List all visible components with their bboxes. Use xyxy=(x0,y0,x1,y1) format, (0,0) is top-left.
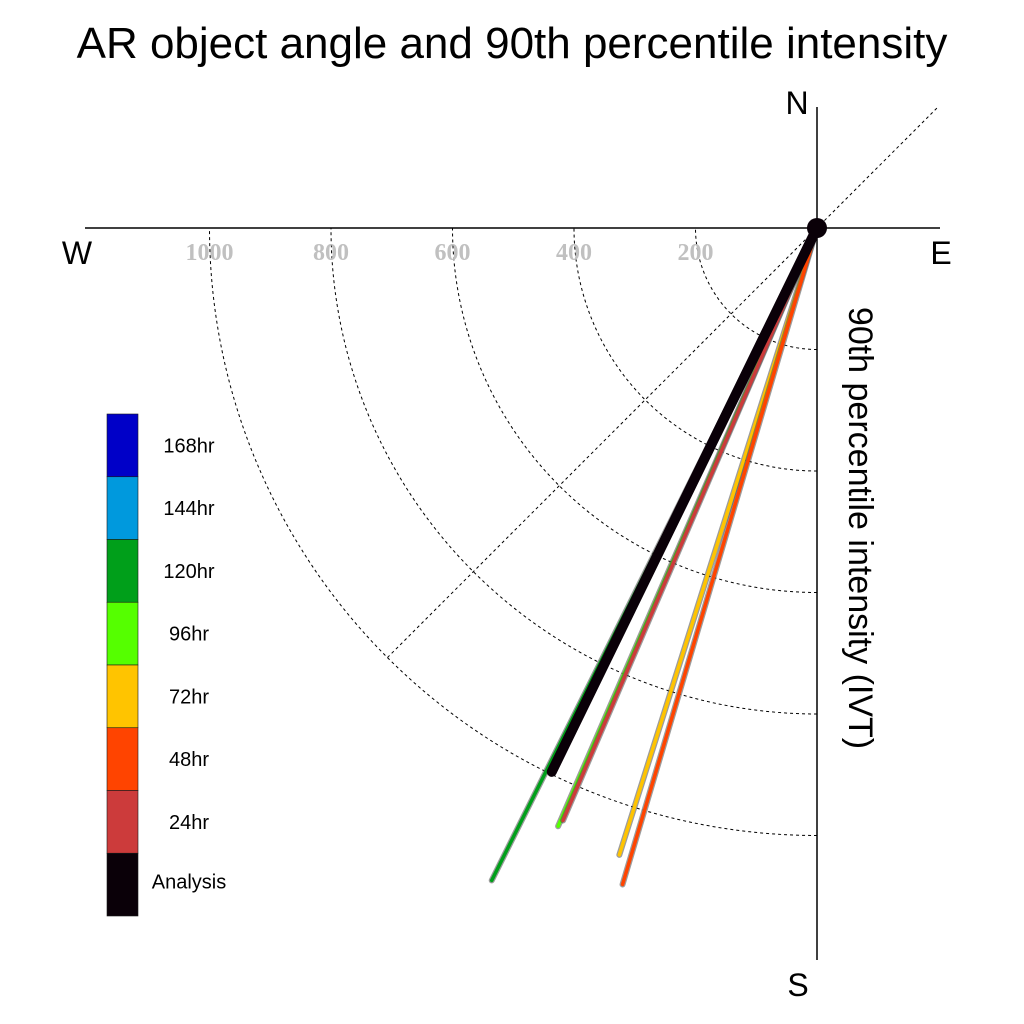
grid-arc xyxy=(209,227,818,836)
legend-swatch-analysis xyxy=(106,852,139,917)
legend-label-144hr: 144hr xyxy=(163,498,214,520)
legend-swatch-48hr xyxy=(106,727,139,791)
radial-tick-label: 400 xyxy=(556,240,592,266)
radial-tick-label: 1000 xyxy=(186,240,234,266)
origin-marker xyxy=(807,218,827,238)
radial-tick-label: 800 xyxy=(313,240,349,266)
grid-arc xyxy=(573,227,818,472)
legend-label-168hr: 168hr xyxy=(163,435,214,457)
legend-label-96hr: 96hr xyxy=(169,624,209,646)
grid-arc xyxy=(695,227,818,350)
legend-label-24hr: 24hr xyxy=(169,812,209,834)
chart-title: AR object angle and 90th percentile inte… xyxy=(77,19,948,68)
legend-label-72hr: 72hr xyxy=(169,686,209,708)
compass-north: N xyxy=(785,85,808,121)
legend-swatch-144hr xyxy=(106,476,139,540)
grid-arc xyxy=(452,227,818,593)
compass-east: E xyxy=(930,235,951,271)
radial-tick-label: 600 xyxy=(435,240,471,266)
legend-swatch-120hr xyxy=(106,539,139,603)
series-line-analysis xyxy=(546,223,822,777)
series-lines xyxy=(488,223,822,888)
grid-arc xyxy=(330,227,818,715)
compass-west: W xyxy=(62,235,93,271)
legend-swatch-168hr xyxy=(106,413,139,478)
legend-label-analysis: Analysis xyxy=(152,872,226,894)
legend-swatch-72hr xyxy=(106,664,139,729)
legend-swatch-96hr xyxy=(106,601,139,666)
radial-ticks: 200 400 600 800 1000 xyxy=(186,240,714,266)
legend-label-48hr: 48hr xyxy=(169,749,209,771)
legend-label-120hr: 120hr xyxy=(163,561,214,583)
legend-swatch-24hr xyxy=(106,790,139,854)
radial-tick-label: 200 xyxy=(678,240,714,266)
series-line-48hr xyxy=(620,226,819,887)
radial-axis-label: 90th percentile intensity (IVT) xyxy=(841,307,879,749)
compass-south: S xyxy=(787,967,808,1003)
series-line-24hr xyxy=(561,226,819,823)
legend: 168hr 144hr 120hr 96hr 72hr 48hr 24hr Analysis xyxy=(106,413,226,917)
polar-grid xyxy=(209,107,938,836)
